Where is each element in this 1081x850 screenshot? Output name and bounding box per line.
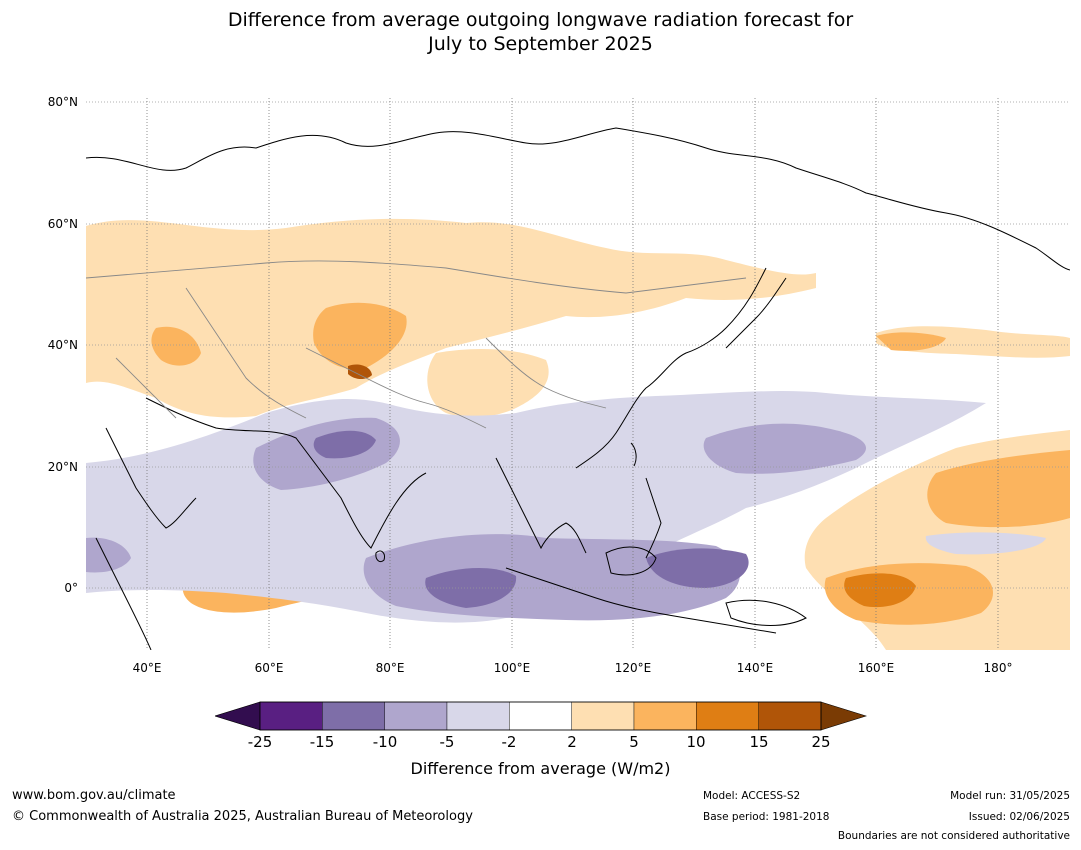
colorbar-cell xyxy=(571,701,635,731)
colorbar-tick: -25 xyxy=(247,733,273,751)
lon-label-100e: 100°E xyxy=(493,661,531,675)
colorbar-tick: 10 xyxy=(686,733,706,751)
base-period-text: Base period: 1981-2018 xyxy=(703,811,830,823)
lon-label-120e: 120°E xyxy=(614,661,652,675)
coast-east-asia xyxy=(575,267,767,469)
coast-philippines xyxy=(645,477,662,559)
anomaly-area-orange-japan xyxy=(876,332,946,351)
anomaly-area-dark-orange-himalaya xyxy=(348,364,372,380)
coast-se-asia xyxy=(495,457,587,554)
title-line-2: July to September 2025 xyxy=(428,33,653,55)
coast-borneo xyxy=(605,546,657,576)
lon-label-40e: 40°E xyxy=(132,661,162,675)
title-line-1: Difference from average outgoing longwav… xyxy=(227,9,854,31)
model-text: Model: ACCESS-S2 xyxy=(703,790,801,802)
issued-text: Issued: 02/06/2025 xyxy=(968,811,1070,823)
chart-title: Difference from average outgoing longwav… xyxy=(0,8,1081,56)
anomaly-area-purple-west xyxy=(86,537,131,573)
colorbar-cell xyxy=(758,701,822,731)
colorbar-cell xyxy=(446,701,510,731)
coast-africa-east xyxy=(95,537,152,650)
coast-arctic xyxy=(86,127,1070,271)
colorbar-tick: 2 xyxy=(567,733,577,751)
anomaly-area-orange-westasia xyxy=(151,326,201,366)
colorbar-frame xyxy=(259,701,822,731)
colorbar-tick: 25 xyxy=(811,733,831,751)
colorbar-tick: 15 xyxy=(749,733,769,751)
colorbar-tick: 5 xyxy=(629,733,639,751)
colorbar-label: Difference from average (W/m2) xyxy=(410,759,671,778)
map-svg xyxy=(86,98,1070,650)
anomaly-area-orange-centralasia xyxy=(313,302,407,370)
colorbar-cell xyxy=(322,701,385,731)
anomaly-area-light-orange-china xyxy=(427,348,549,418)
colorbar-under-triangle xyxy=(215,701,261,731)
coast-arabia xyxy=(105,427,197,529)
lon-gridlines xyxy=(146,98,999,650)
colorbar-over-triangle xyxy=(820,701,867,731)
disclaimer-text: Boundaries are not considered authoritat… xyxy=(837,830,1070,842)
lon-label-60e: 60°E xyxy=(254,661,284,675)
model-run-text: Model run: 31/05/2025 xyxy=(950,790,1070,802)
colorbar-tick: -5 xyxy=(439,733,455,751)
colorbar xyxy=(215,701,867,731)
coast-japan xyxy=(725,277,787,349)
colorbar-cells xyxy=(259,701,822,731)
anomaly-area-dark-orange-pacific xyxy=(844,573,916,608)
lon-label-180: 180° xyxy=(983,661,1013,675)
anomaly-area-light-orange-north xyxy=(86,218,816,418)
coastlines xyxy=(86,127,1070,650)
anomaly-area-dark-purple-india xyxy=(313,430,376,459)
lat-label-60n: 60°N xyxy=(47,217,78,231)
colorbar-tick: -10 xyxy=(372,733,398,751)
lat-label-0: 0° xyxy=(64,581,78,595)
coast-sri-lanka xyxy=(375,550,385,563)
lat-label-40n: 40°N xyxy=(47,338,78,352)
colorbar-cell xyxy=(259,701,323,731)
colorbar-tick: -15 xyxy=(309,733,335,751)
lat-label-80n: 80°N xyxy=(47,95,78,109)
coast-taiwan xyxy=(630,442,637,467)
anomaly-area-light-purple-east xyxy=(925,532,1046,555)
lat-label-20n: 20°N xyxy=(47,460,78,474)
colorbar-cell xyxy=(509,701,572,731)
lon-label-140e: 140°E xyxy=(736,661,774,675)
olr-anomaly-map xyxy=(86,98,1070,650)
colorbar-cell xyxy=(384,701,448,731)
lon-label-80e: 80°E xyxy=(375,661,405,675)
country-borders xyxy=(86,260,747,429)
colorbar-tick: -2 xyxy=(501,733,517,751)
anomaly-area-orange-pacific-north xyxy=(927,450,1070,528)
anomaly-area-dark-purple-maritime xyxy=(646,548,749,588)
website-link[interactable]: www.bom.gov.au/climate xyxy=(12,788,176,803)
anomaly-area-purple-philippine-sea xyxy=(703,423,866,474)
colorbar-cell xyxy=(696,701,759,731)
coast-india xyxy=(145,397,427,549)
coast-indonesia xyxy=(505,567,777,634)
lon-label-160e: 160°E xyxy=(857,661,895,675)
coast-new-guinea xyxy=(725,599,807,626)
colorbar-cell xyxy=(633,701,697,731)
copyright-text: © Commonwealth of Australia 2025, Austra… xyxy=(12,809,473,824)
